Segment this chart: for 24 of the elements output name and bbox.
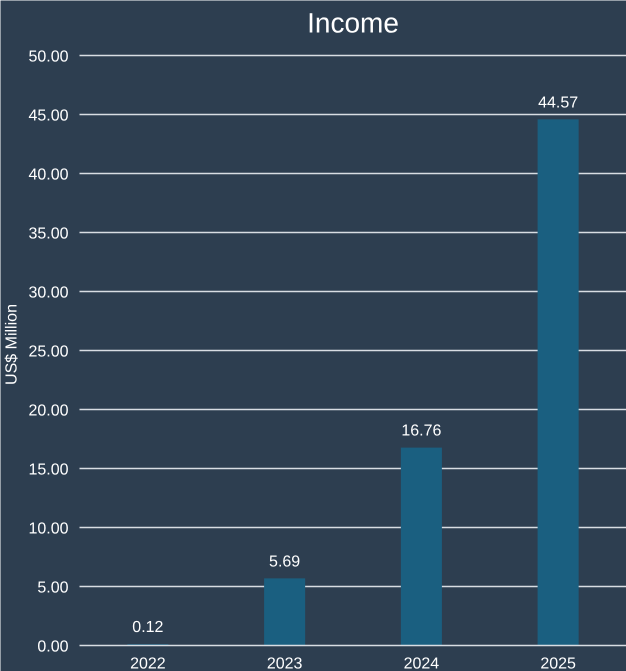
data-label: 0.12	[132, 619, 164, 636]
bar	[264, 578, 306, 646]
y-tick-label: 10.00	[28, 520, 69, 538]
x-tick-label: 2025	[540, 656, 576, 671]
y-tick-label: 35.00	[28, 225, 69, 242]
data-label: 16.76	[401, 422, 442, 440]
x-tick-label: 2023	[266, 656, 303, 671]
chart-title: Income	[307, 8, 399, 38]
y-tick-label: 50.00	[28, 48, 69, 66]
y-axis-title: US$ Million	[3, 304, 20, 385]
x-tick-label: 2022	[130, 656, 166, 671]
y-tick-label: 0.00	[37, 638, 69, 656]
data-label: 44.57	[538, 94, 578, 112]
data-label: 5.69	[269, 553, 300, 570]
y-tick-label: 45.00	[28, 107, 69, 124]
y-tick-label: 15.00	[28, 461, 69, 478]
y-tick-label: 40.00	[28, 166, 69, 184]
x-tick-label: 2024	[404, 656, 440, 671]
bar	[538, 119, 579, 646]
bar	[400, 448, 442, 646]
y-tick-label: 5.00	[37, 579, 69, 596]
y-tick-label: 25.00	[28, 343, 69, 360]
y-tick-label: 20.00	[28, 402, 69, 420]
y-tick-label: 30.00	[28, 284, 69, 302]
